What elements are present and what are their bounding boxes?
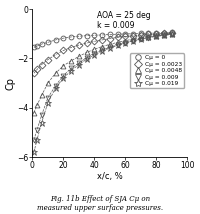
- Y-axis label: Cp: Cp: [6, 77, 16, 90]
- X-axis label: x/c, %: x/c, %: [97, 172, 123, 181]
- Legend: Cμ = 0, Cμ = 0.0023, Cμ = 0.0048, Cμ = 0.009, Cμ = 0.019: Cμ = 0, Cμ = 0.0023, Cμ = 0.0048, Cμ = 0…: [130, 54, 184, 88]
- Text: AOA = 25 deg
k = 0.009: AOA = 25 deg k = 0.009: [97, 10, 151, 30]
- Text: Fig. 11b Effect of SJA Cμ on
measured upper surface pressures.: Fig. 11b Effect of SJA Cμ on measured up…: [37, 195, 163, 212]
